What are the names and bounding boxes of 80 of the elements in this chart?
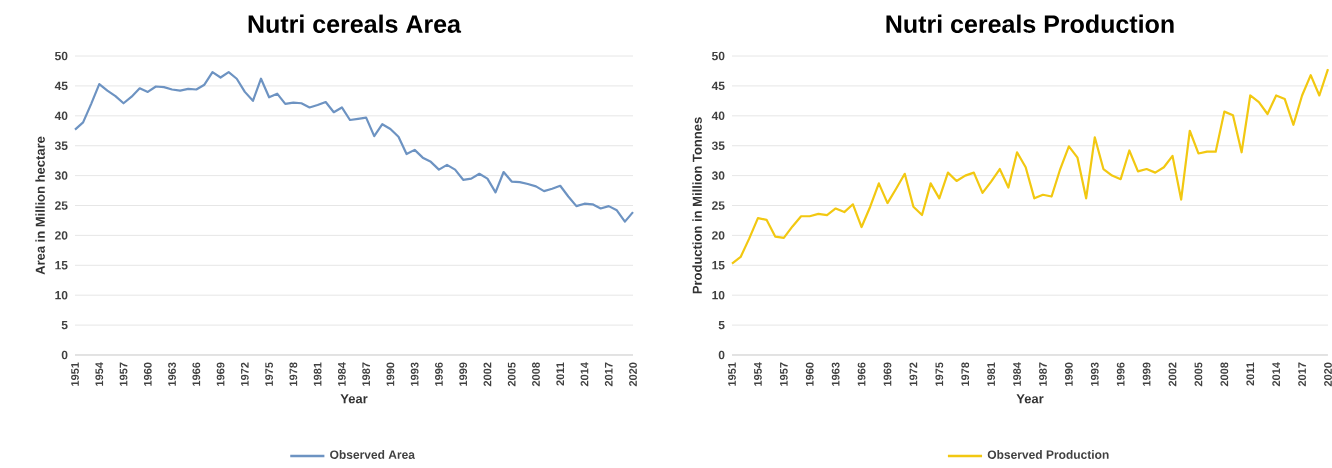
x-tick-label: 2002 <box>1168 362 1177 387</box>
y-tick-label: 35 <box>54 141 68 150</box>
y-axis-title: Production in Million Tonnes <box>692 117 702 294</box>
y-tick-label: 10 <box>712 290 725 300</box>
y-tick-label: 15 <box>712 261 725 270</box>
x-tick-label: 2011 <box>1246 362 1255 386</box>
y-tick-label: 15 <box>55 261 68 270</box>
x-tick-label: 1987 <box>362 362 371 386</box>
x-tick-label: 1975 <box>935 362 944 386</box>
x-tick-label: 2020 <box>629 362 637 387</box>
x-tick-label: 1975 <box>265 362 273 386</box>
y-tick-label: 20 <box>712 231 725 240</box>
y-tick-label: 35 <box>711 141 725 150</box>
x-tick-label: 1981 <box>313 362 322 386</box>
x-tick-label: 1978 <box>961 362 970 386</box>
x-tick-label: 1996 <box>435 362 443 386</box>
x-tick-label: 1999 <box>1142 362 1151 386</box>
x-tick-label: 1951 <box>728 362 736 386</box>
y-axis-title: Area in Million hectare <box>35 136 45 275</box>
x-tick-label: 1969 <box>216 362 225 386</box>
x-tick-label: 1984 <box>337 362 346 386</box>
x-tick-label: 1951 <box>71 362 79 386</box>
y-tick-label: 0 <box>61 350 68 360</box>
x-tick-label: 1966 <box>857 362 866 386</box>
x-tick-label: 2008 <box>1220 362 1229 387</box>
x-tick-label: 1999 <box>459 362 468 386</box>
y-tick-label: 50 <box>54 51 68 61</box>
x-tick-label: 1969 <box>883 362 892 386</box>
x-tick-label: 2002 <box>483 362 492 387</box>
x-tick-label: 1981 <box>987 362 996 386</box>
x-tick-label: 1990 <box>386 362 395 386</box>
x-tick-label: 1984 <box>1013 362 1021 386</box>
y-tick-label: 40 <box>711 111 725 121</box>
x-tick-label: 1957 <box>779 362 788 386</box>
x-tick-label: 2014 <box>580 362 589 387</box>
legend-label: Observed Production <box>987 450 1109 459</box>
x-tick-label: 2005 <box>507 362 516 387</box>
x-axis-title: Year <box>1016 394 1044 404</box>
legend-label: Observed Area <box>330 450 416 459</box>
x-tick-label: 2008 <box>532 362 540 387</box>
x-tick-label: 1963 <box>831 362 840 386</box>
line-series <box>73 71 635 223</box>
x-tick-label: 2017 <box>604 362 613 387</box>
x-tick-label: 2011 <box>556 362 565 386</box>
y-tick-label: 5 <box>718 320 725 330</box>
y-tick-label: 50 <box>711 51 725 61</box>
x-tick-label: 1993 <box>1090 362 1099 386</box>
x-tick-label: 2017 <box>1298 362 1306 387</box>
x-tick-label: 2014 <box>1272 362 1281 387</box>
y-tick-label: 45 <box>54 81 68 91</box>
y-tick-label: 0 <box>718 350 725 360</box>
x-tick-label: 1954 <box>95 362 104 386</box>
chart-title: Nutri cereals Production <box>886 14 1174 33</box>
x-axis-title: Year <box>340 394 368 404</box>
y-tick-label: 45 <box>711 81 725 91</box>
y-tick-label: 5 <box>61 320 68 330</box>
x-tick-label: 1996 <box>1116 362 1125 386</box>
x-tick-label: 1972 <box>240 362 249 386</box>
y-tick-label: 25 <box>712 201 725 210</box>
y-tick-label: 10 <box>55 290 68 300</box>
x-tick-label: 1993 <box>410 362 419 386</box>
x-tick-label: 1966 <box>192 362 201 386</box>
y-tick-label: 20 <box>55 231 68 240</box>
x-tick-label: 1990 <box>1064 362 1073 386</box>
x-tick-label: 1978 <box>289 362 298 386</box>
line-series <box>730 68 1330 265</box>
x-tick-label: 1957 <box>119 362 128 386</box>
x-tick-label: 1954 <box>754 362 762 386</box>
x-tick-label: 2020 <box>1324 362 1332 387</box>
x-tick-label: 1963 <box>168 362 176 386</box>
chart-title: Nutri cereals Area <box>248 14 462 33</box>
x-tick-label: 1972 <box>909 362 918 386</box>
x-tick-label: 1960 <box>143 362 152 386</box>
x-tick-label: 2005 <box>1194 362 1203 387</box>
y-tick-label: 25 <box>55 201 68 210</box>
y-tick-label: 30 <box>54 171 68 180</box>
x-tick-label: 1960 <box>805 362 814 386</box>
x-tick-label: 1987 <box>1039 362 1047 386</box>
y-tick-label: 40 <box>54 111 68 121</box>
y-tick-label: 30 <box>711 171 725 180</box>
